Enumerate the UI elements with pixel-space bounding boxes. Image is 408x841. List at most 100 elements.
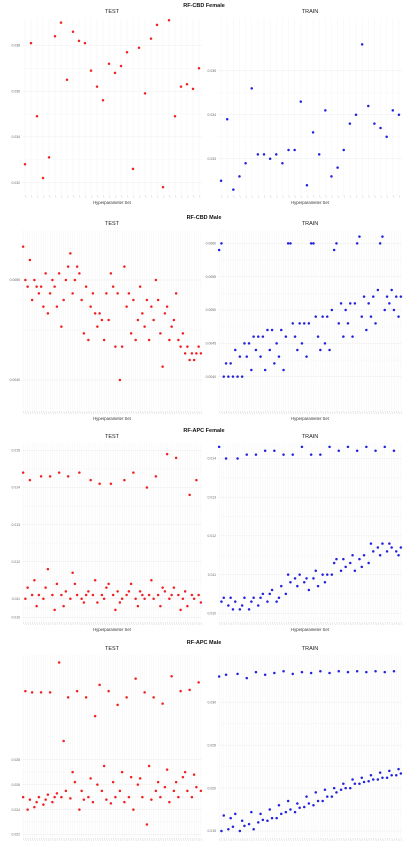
data-point <box>351 553 354 557</box>
data-point <box>369 542 373 545</box>
data-point <box>293 577 297 580</box>
data-point <box>87 338 90 342</box>
x-tick-mark <box>317 621 320 626</box>
data-point <box>91 292 95 295</box>
data-point <box>143 92 147 95</box>
x-tick-mark <box>269 621 272 626</box>
data-point <box>179 689 182 693</box>
x-tick-mark <box>301 621 304 626</box>
data-point <box>372 778 375 781</box>
x-tick-mark <box>225 621 228 626</box>
x-tick-mark <box>42 194 45 199</box>
x-tick-mark <box>166 410 169 415</box>
data-point <box>289 808 292 811</box>
data-point <box>220 600 223 603</box>
x-tick-mark <box>337 194 339 199</box>
data-point <box>44 798 47 801</box>
data-point <box>217 248 221 252</box>
data-point <box>388 302 391 305</box>
data-point <box>107 582 110 586</box>
data-point <box>150 305 153 308</box>
x-axis-label: Hyperparameter Set <box>93 416 132 421</box>
x-tick-mark <box>218 410 221 415</box>
x-tick-mark <box>27 621 29 626</box>
x-tick-mark <box>338 410 341 415</box>
data-point <box>348 122 352 125</box>
x-tick-mark <box>345 410 348 415</box>
x-tick-mark <box>370 621 373 626</box>
x-tick-mark <box>54 621 56 626</box>
x-tick-mark <box>110 410 113 415</box>
x-tick-mark <box>184 621 187 626</box>
data-point <box>96 783 99 786</box>
data-point <box>23 163 27 166</box>
data-point <box>163 785 167 789</box>
x-tick-mark <box>359 621 361 626</box>
data-point <box>100 789 104 793</box>
data-point <box>136 783 140 786</box>
data-point <box>48 691 52 694</box>
data-point <box>250 810 253 814</box>
x-tick-mark <box>117 621 119 626</box>
data-point <box>64 590 68 593</box>
data-point <box>101 99 105 102</box>
data-point <box>360 776 363 780</box>
x-tick-mark <box>228 621 230 626</box>
x-tick-mark <box>43 621 45 626</box>
x-tick-mark <box>340 621 343 626</box>
data-point <box>243 824 246 828</box>
data-point <box>132 808 135 811</box>
x-tick-mark <box>235 621 237 626</box>
x-tick-mark <box>66 194 69 199</box>
data-point <box>293 148 296 152</box>
section-3: RF-APC MaleTEST0.0220.0240.0260.028Hyper… <box>12 640 403 841</box>
x-tick-mark <box>151 410 153 415</box>
panel-train: TRAIN 0.0040 0.0045 0.0050 0.0055 0.0060 Hyper… <box>206 221 403 421</box>
data-point <box>127 590 131 593</box>
x-tick-mark <box>386 410 389 415</box>
x-tick-mark <box>200 621 203 626</box>
x-tick-mark <box>260 410 262 415</box>
x-tick-mark <box>327 621 329 626</box>
x-tick-mark <box>400 621 403 626</box>
x-tick-mark <box>336 410 338 415</box>
x-tick-mark <box>308 410 311 415</box>
x-tick-mark <box>119 410 122 415</box>
x-tick-mark <box>292 410 295 415</box>
x-tick-mark <box>61 621 63 626</box>
data-point <box>245 676 248 680</box>
x-tick-mark <box>108 194 111 199</box>
x-tick-mark <box>85 410 88 415</box>
data-point <box>337 670 340 673</box>
data-point <box>105 292 108 295</box>
x-tick-mark <box>230 410 233 415</box>
data-point <box>232 188 235 191</box>
x-tick-mark <box>90 194 93 199</box>
data-point <box>222 596 225 600</box>
x-tick-mark <box>241 410 244 415</box>
x-tick-mark <box>67 410 70 415</box>
data-point <box>69 797 72 800</box>
data-point <box>360 565 363 569</box>
data-point <box>28 478 32 482</box>
x-tick-mark <box>398 194 401 199</box>
x-tick-mark <box>386 194 389 199</box>
x-tick-mark <box>47 621 50 626</box>
x-tick-mark <box>101 410 104 415</box>
x-tick-mark <box>366 410 368 415</box>
x-tick-mark <box>133 410 135 415</box>
data-point <box>344 565 347 569</box>
data-point <box>362 553 366 557</box>
x-tick-mark <box>392 194 395 199</box>
data-point <box>355 670 359 673</box>
x-tick-mark <box>389 410 391 415</box>
data-point <box>71 571 74 575</box>
y-tick-label: 0.012 <box>208 534 217 538</box>
x-tick-mark <box>264 621 267 626</box>
data-point <box>296 802 299 805</box>
data-point <box>376 288 380 292</box>
data-point <box>358 782 361 786</box>
x-tick-mark <box>124 410 126 415</box>
x-tick-mark <box>384 621 387 626</box>
